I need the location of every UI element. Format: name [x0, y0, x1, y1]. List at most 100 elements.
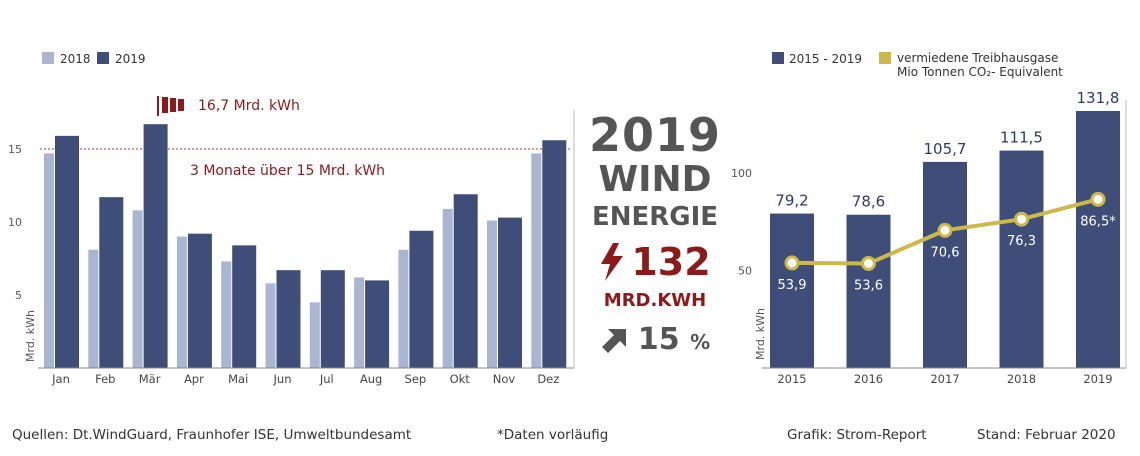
bar-2018-Dez	[531, 153, 542, 368]
co2-value-label: 70,6	[931, 245, 960, 260]
legend-label-2018: 2018	[60, 52, 91, 66]
bar-2018-Sep	[398, 249, 409, 368]
y-tick-label: 100	[731, 167, 752, 180]
peak-label: 16,7 Mrd. kWh	[198, 98, 300, 114]
bar-2018	[999, 150, 1044, 368]
bar-2019-Dez	[542, 140, 567, 368]
bar-2018-Jun	[265, 283, 276, 368]
annual-wind-chart: 2015 - 2019 vermiedene Treibhausgase Mio…	[731, 51, 1127, 386]
x-tick-label: Nov	[493, 372, 516, 386]
bar-2018-Mai	[221, 261, 232, 368]
bar-2019	[1076, 110, 1120, 369]
co2-value-label: 53,9	[778, 278, 807, 293]
bar-2019-Feb	[99, 197, 124, 368]
summary-title-energie: ENERGIE	[591, 202, 719, 232]
monthly-wind-chart: 2018 2019 Mrd. kWh 5 10 15 Jan Feb Mär Apr Mai…	[8, 52, 575, 386]
legend-label-line-2: Mio Tonnen CO₂- Equivalent	[897, 65, 1063, 79]
bar-2018-Apr	[176, 236, 187, 368]
bar-2018-Okt	[442, 208, 453, 368]
bar-2019-Mär	[143, 124, 168, 369]
bar-2018-Jan	[44, 153, 54, 368]
bar-value-label: 105,7	[924, 140, 967, 158]
y-tick-label: 15	[8, 143, 22, 156]
arrow-up-right-icon	[601, 328, 626, 353]
bar-2019-Aug	[365, 280, 390, 368]
summary-year: 2019	[588, 108, 722, 162]
x-tick-label: Dez	[537, 372, 559, 386]
bar-2017	[923, 161, 967, 368]
bar-2019-Mai	[232, 245, 257, 368]
y-tick-label: 10	[8, 216, 22, 229]
x-tick-label: Mär	[139, 372, 161, 386]
summary-total: 132	[631, 240, 711, 284]
legend-swatch-2018	[42, 52, 54, 64]
y-tick-label: 50	[738, 265, 752, 278]
summary-growth: 15 %	[638, 322, 710, 357]
co2-line: 53,9 53,6 70,6 76,3 86,5*	[778, 191, 1116, 293]
footer-note: *Daten vorläufig	[497, 427, 609, 443]
left-y-axis-label: Mrd. kWh	[24, 310, 37, 362]
right-bars: 79,2 78,6 105,7 111,5 131,8	[770, 89, 1120, 369]
right-y-ticks: 50 100	[731, 167, 752, 278]
x-tick-label: Sep	[405, 372, 427, 386]
summary-title-wind: WIND	[598, 159, 712, 200]
co2-point	[784, 255, 800, 271]
bar-2019-Jan	[55, 135, 79, 368]
bar-2019-Nov	[498, 217, 522, 368]
x-tick-label: Jul	[319, 372, 334, 386]
co2-point	[861, 255, 876, 271]
summary-growth-row: 15 %	[585, 322, 725, 357]
co2-point	[1090, 191, 1106, 207]
peak-annotation: 16,7 Mrd. kWh	[157, 96, 300, 116]
co2-point	[937, 222, 953, 238]
x-tick-label: 2015	[777, 372, 806, 386]
bar-value-label: 131,8	[1077, 89, 1120, 107]
x-tick-label: Apr	[184, 372, 204, 386]
bar-2016	[846, 214, 891, 368]
footer-date: Stand: Februar 2020	[977, 427, 1116, 443]
legend-label-line: vermiedene Treibhausgase	[897, 51, 1058, 65]
wind-turbine-icon	[157, 96, 184, 116]
summary-total-row: 132	[585, 240, 725, 284]
summary-panel: 2019 WIND ENERGIE 132 MRD.KWH 15 %	[585, 110, 725, 357]
growth-value: 15	[637, 322, 680, 357]
left-x-labels: Jan Feb Mär Apr Mai Jun Jul Aug Sep Okt Nov Dez	[51, 372, 559, 386]
footer-sources: Quellen: Dt.WindGuard, Fraunhofer ISE, U…	[12, 427, 412, 443]
right-y-axis-label: Mrd. kWh	[754, 308, 767, 360]
bar-2018-Aug	[354, 277, 365, 368]
co2-value-label: 53,6	[854, 278, 883, 293]
y-axis-label: Mrd. kWh	[24, 310, 37, 362]
left-legend: 2018 2019	[42, 52, 146, 66]
y-tick-label: 5	[15, 289, 22, 302]
right-legend: 2015 - 2019 vermiedene Treibhausgase Mio…	[772, 51, 1063, 79]
right-x-labels: 2015 2016 2017 2018 2019	[777, 372, 1112, 386]
co2-value-label: 76,3	[1007, 234, 1036, 249]
x-tick-label: Jun	[273, 372, 292, 386]
bar-2019-Sep	[409, 230, 434, 368]
x-tick-label: 2019	[1083, 372, 1112, 386]
footer-credit: Grafik: Strom-Report	[787, 427, 927, 443]
lightning-icon	[601, 243, 624, 281]
bar-2018-Nov	[487, 220, 497, 368]
x-tick-label: Okt	[450, 372, 471, 386]
legend-swatch-2019	[97, 52, 109, 64]
bar-value-label: 78,6	[852, 193, 885, 211]
left-y-ticks: 5 10 15	[8, 143, 22, 302]
bar-2018-Mär	[132, 210, 143, 368]
bar-2018-Jul	[309, 302, 320, 368]
bar-2015	[770, 213, 814, 368]
legend-swatch-bars	[772, 52, 784, 64]
bar-2019-Apr	[187, 233, 212, 368]
bar-2019-Jun	[276, 270, 301, 368]
growth-unit: %	[690, 330, 711, 354]
x-tick-label: Aug	[360, 372, 382, 386]
bar-2018-Feb	[88, 249, 99, 368]
x-tick-label: Jan	[51, 372, 70, 386]
legend-label-2019: 2019	[115, 52, 146, 66]
x-tick-label: Feb	[95, 372, 115, 386]
x-tick-label: 2016	[854, 372, 883, 386]
threshold-label: 3 Monate über 15 Mrd. kWh	[190, 163, 385, 179]
summary-unit: MRD.KWH	[603, 290, 707, 311]
x-tick-label: Mai	[228, 372, 248, 386]
co2-value-label: 86,5*	[1080, 214, 1116, 229]
